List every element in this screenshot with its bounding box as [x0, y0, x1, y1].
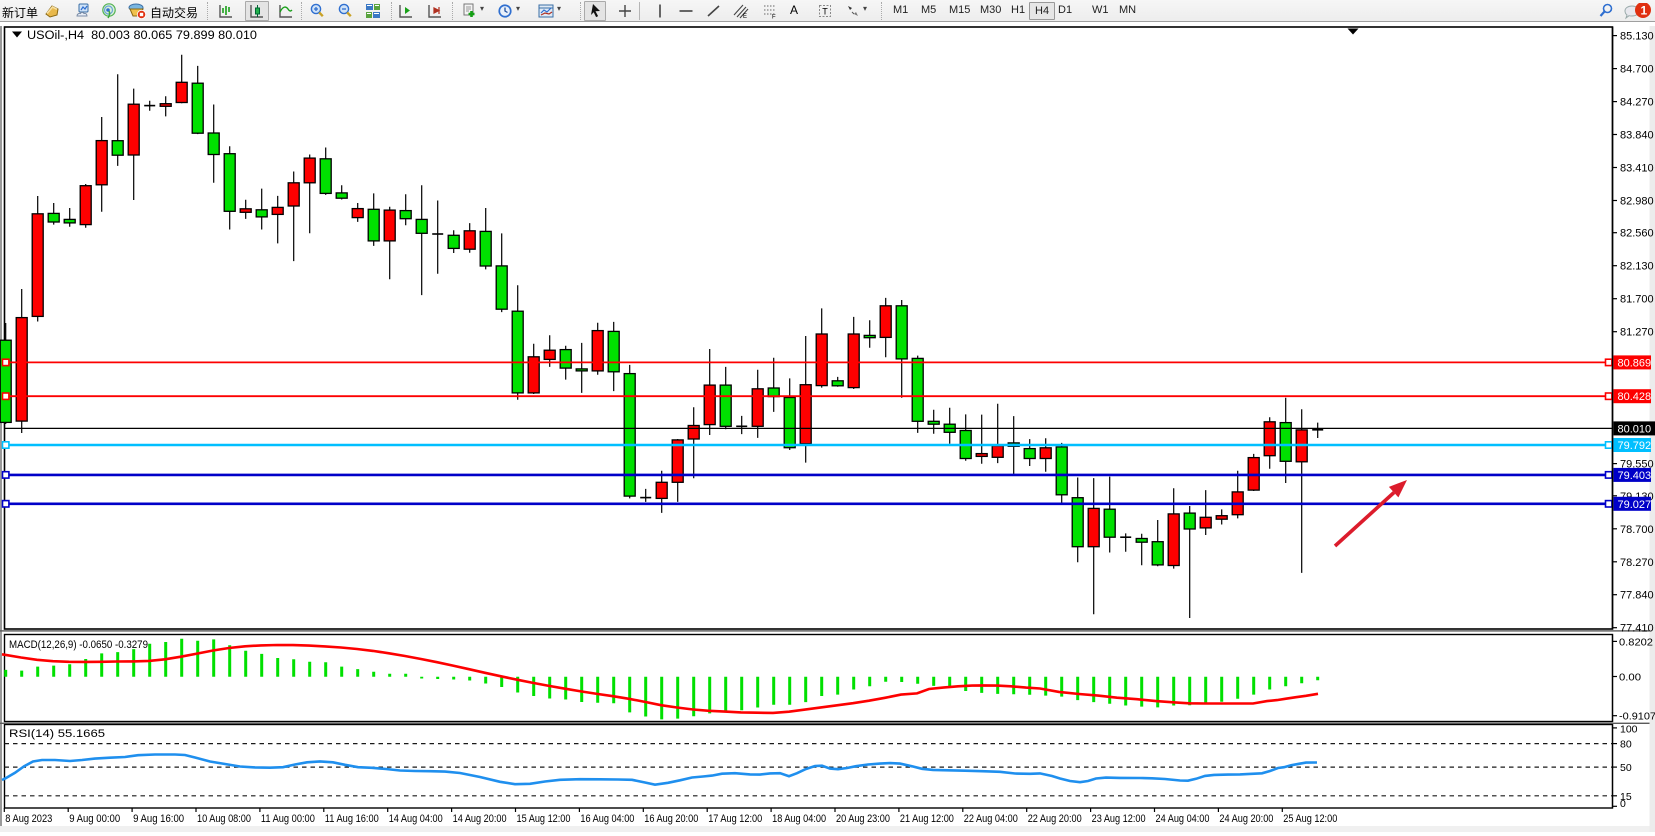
- svg-text:0.8202: 0.8202: [1619, 636, 1653, 648]
- svg-text:18 Aug 04:00: 18 Aug 04:00: [772, 813, 826, 825]
- svg-text:80.010: 80.010: [1618, 423, 1652, 435]
- svg-text:79.027: 79.027: [1618, 499, 1652, 511]
- svg-text:-0.9107: -0.9107: [1619, 711, 1655, 723]
- svg-text:20 Aug 23:00: 20 Aug 23:00: [836, 813, 890, 825]
- svg-text:MACD(12,26,9) -0.0650 -0.3279: MACD(12,26,9) -0.0650 -0.3279: [9, 639, 148, 651]
- svg-text:F: F: [772, 15, 776, 20]
- svg-text:9 Aug 00:00: 9 Aug 00:00: [69, 813, 120, 825]
- svg-text:8 Aug 2023: 8 Aug 2023: [5, 813, 52, 825]
- svg-text:9 Aug 16:00: 9 Aug 16:00: [133, 813, 184, 825]
- svg-text:T: T: [822, 7, 828, 17]
- svg-text:25 Aug 12:00: 25 Aug 12:00: [1283, 813, 1337, 825]
- svg-text:17 Aug 12:00: 17 Aug 12:00: [708, 813, 762, 825]
- svg-text:79.403: 79.403: [1618, 470, 1652, 482]
- svg-text:78.700: 78.700: [1620, 524, 1654, 536]
- svg-text:82.560: 82.560: [1620, 228, 1654, 240]
- svg-text:80: 80: [1620, 739, 1632, 751]
- svg-text:10 Aug 08:00: 10 Aug 08:00: [197, 813, 251, 825]
- svg-text:14 Aug 04:00: 14 Aug 04:00: [389, 813, 443, 825]
- svg-text:100: 100: [1620, 724, 1638, 736]
- svg-text:USOil-,H4 80.003 80.065 79.89: USOil-,H4 80.003 80.065 79.899 80.010: [27, 30, 257, 42]
- svg-text:RSI(14) 55.1665: RSI(14) 55.1665: [9, 728, 105, 740]
- svg-text:50: 50: [1620, 762, 1632, 774]
- svg-text:16 Aug 04:00: 16 Aug 04:00: [580, 813, 634, 825]
- svg-text:78.270: 78.270: [1620, 557, 1654, 569]
- svg-text:0: 0: [1620, 798, 1626, 810]
- svg-text:77.840: 77.840: [1620, 590, 1654, 602]
- svg-text:15 Aug 12:00: 15 Aug 12:00: [517, 813, 571, 825]
- svg-text:23 Aug 12:00: 23 Aug 12:00: [1092, 813, 1146, 825]
- svg-text:24 Aug 20:00: 24 Aug 20:00: [1219, 813, 1273, 825]
- svg-text:82.980: 82.980: [1620, 196, 1654, 208]
- svg-text:82.130: 82.130: [1620, 261, 1654, 273]
- svg-text:16 Aug 20:00: 16 Aug 20:00: [644, 813, 698, 825]
- svg-text:1: 1: [1641, 4, 1648, 18]
- svg-text:85.130: 85.130: [1620, 31, 1654, 43]
- svg-text:14 Aug 20:00: 14 Aug 20:00: [453, 813, 507, 825]
- svg-text:24 Aug 04:00: 24 Aug 04:00: [1156, 813, 1210, 825]
- svg-text:22 Aug 20:00: 22 Aug 20:00: [1028, 813, 1082, 825]
- svg-text:80.869: 80.869: [1618, 357, 1652, 369]
- svg-text:84.270: 84.270: [1620, 97, 1654, 109]
- svg-text:80.428: 80.428: [1618, 391, 1652, 403]
- svg-text:22 Aug 04:00: 22 Aug 04:00: [964, 813, 1018, 825]
- svg-text:83.410: 83.410: [1620, 163, 1654, 175]
- svg-text:79.792: 79.792: [1618, 440, 1652, 452]
- svg-text:E: E: [743, 14, 747, 19]
- svg-text:81.700: 81.700: [1620, 294, 1654, 306]
- svg-text:84.700: 84.700: [1620, 64, 1654, 76]
- svg-text:83.840: 83.840: [1620, 130, 1654, 142]
- svg-text:11 Aug 00:00: 11 Aug 00:00: [261, 813, 315, 825]
- svg-text:11 Aug 16:00: 11 Aug 16:00: [325, 813, 379, 825]
- svg-text:77.410: 77.410: [1620, 623, 1654, 635]
- svg-text:21 Aug 12:00: 21 Aug 12:00: [900, 813, 954, 825]
- svg-text:0.00: 0.00: [1619, 672, 1641, 684]
- svg-text:81.270: 81.270: [1620, 327, 1654, 339]
